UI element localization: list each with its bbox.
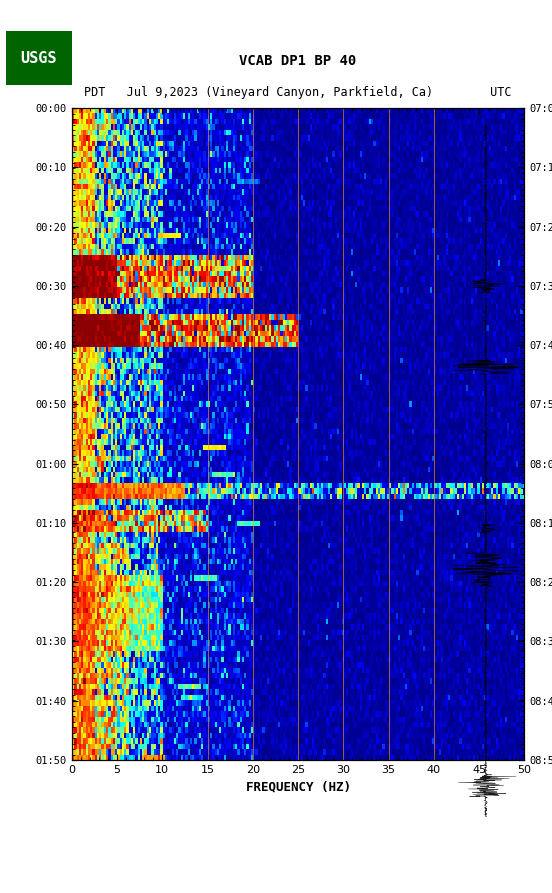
- Text: USGS: USGS: [20, 51, 57, 65]
- FancyBboxPatch shape: [6, 31, 72, 85]
- Text: VCAB DP1 BP 40: VCAB DP1 BP 40: [240, 54, 357, 68]
- Text: PDT   Jul 9,2023 (Vineyard Canyon, Parkfield, Ca)        UTC: PDT Jul 9,2023 (Vineyard Canyon, Parkfie…: [84, 86, 512, 99]
- X-axis label: FREQUENCY (HZ): FREQUENCY (HZ): [246, 780, 351, 793]
